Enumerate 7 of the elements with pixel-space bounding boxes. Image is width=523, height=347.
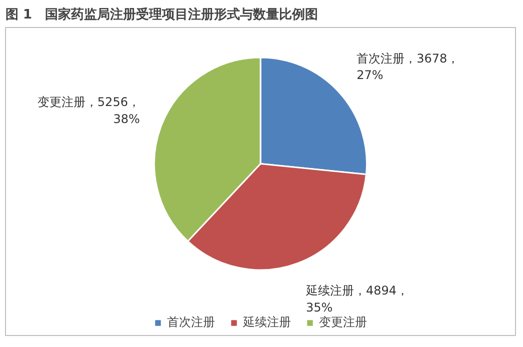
legend-label: 首次注册 <box>167 314 215 331</box>
data-label: 首次注册，3678， 27% <box>356 51 460 82</box>
chart-title: 图 1 国家药监局注册受理项目注册形式与数量比例图 <box>6 6 318 22</box>
data-label: 延续注册，4894， 35% <box>304 284 409 314</box>
legend-label: 变更注册 <box>319 314 367 331</box>
data-label: 变更注册，5256， 38% <box>37 95 140 126</box>
legend-label: 延续注册 <box>243 314 291 331</box>
